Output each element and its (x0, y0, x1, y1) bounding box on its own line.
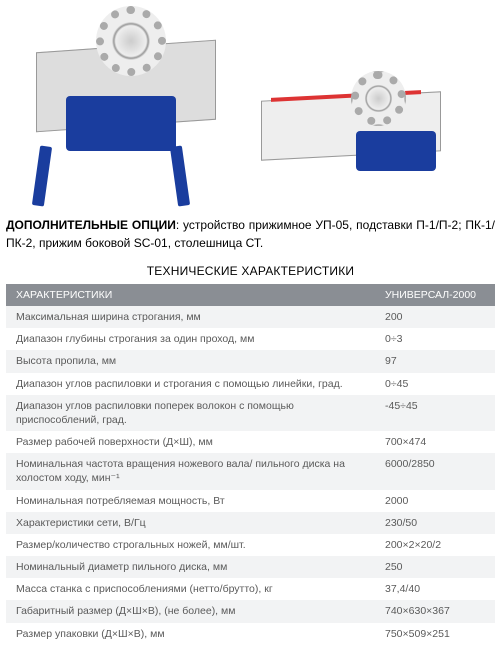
spec-label: Номинальный диаметр пильного диска, мм (6, 556, 375, 578)
table-header-row: ХАРАКТЕРИСТИКИ УНИВЕРСАЛ-2000 (6, 284, 495, 306)
table-row: Номинальный диаметр пильного диска, мм25… (6, 556, 495, 578)
spec-label: Размер/количество строгальных ножей, мм/… (6, 534, 375, 556)
spec-label: Габаритный размер (Д×Ш×В), (не более), м… (6, 600, 375, 622)
spec-label: Диапазон углов распиловки и строгания с … (6, 373, 375, 395)
spec-value: 2000 (375, 490, 495, 512)
spec-value: 250 (375, 556, 495, 578)
options-label: ДОПОЛНИТЕЛЬНЫЕ ОПЦИИ (6, 218, 176, 232)
spec-label: Номинальная частота вращения ножевого ва… (6, 453, 375, 489)
spec-value: 0÷3 (375, 328, 495, 350)
spec-label: Масса станка с приспособлениями (нетто/б… (6, 578, 375, 600)
table-row: Размер рабочей поверхности (Д×Ш), мм700×… (6, 431, 495, 453)
spec-label: Номинальная потребляемая мощность, Вт (6, 490, 375, 512)
header-col-model: УНИВЕРСАЛ-2000 (375, 284, 495, 306)
table-row: Номинальная потребляемая мощность, Вт200… (6, 490, 495, 512)
table-row: Характеристики сети, В/Гц230/50 (6, 512, 495, 534)
spec-label: Размер упаковки (Д×Ш×В), мм (6, 623, 375, 645)
product-image-left (6, 6, 236, 206)
table-row: Максимальная ширина строгания, мм200 (6, 306, 495, 328)
spec-label: Характеристики сети, В/Гц (6, 512, 375, 534)
spec-label: Размер рабочей поверхности (Д×Ш), мм (6, 431, 375, 453)
saw-blade-icon (351, 71, 406, 126)
table-row: Габаритный размер (Д×Ш×В), (не более), м… (6, 600, 495, 622)
product-images-row (6, 6, 495, 206)
spec-value: 6000/2850 (375, 453, 495, 489)
spec-value: -45÷45 (375, 395, 495, 431)
additional-options-text: ДОПОЛНИТЕЛЬНЫЕ ОПЦИИ: устройство прижимн… (6, 216, 495, 252)
spec-label: Диапазон углов распиловки поперек волоко… (6, 395, 375, 431)
table-row: Размер упаковки (Д×Ш×В), мм750×509×251 (6, 623, 495, 645)
table-row: Масса станка с приспособлениями (нетто/б… (6, 578, 495, 600)
spec-value: 200 (375, 306, 495, 328)
saw-stand-legs (26, 146, 206, 206)
spec-label: Диапазон глубины строгания за один прохо… (6, 328, 375, 350)
table-row: Диапазон углов распиловки поперек волоко… (6, 395, 495, 431)
table-row: Высота пропила, мм97 (6, 350, 495, 372)
table-row: Размер/количество строгальных ножей, мм/… (6, 534, 495, 556)
specifications-table: ХАРАКТЕРИСТИКИ УНИВЕРСАЛ-2000 Максимальн… (6, 284, 495, 645)
spec-value: 230/50 (375, 512, 495, 534)
spec-label: Максимальная ширина строгания, мм (6, 306, 375, 328)
table-row: Диапазон углов распиловки и строгания с … (6, 373, 495, 395)
spec-value: 750×509×251 (375, 623, 495, 645)
spec-value: 0÷45 (375, 373, 495, 395)
product-image-right (256, 66, 456, 186)
spec-value: 700×474 (375, 431, 495, 453)
spec-label: Высота пропила, мм (6, 350, 375, 372)
saw-motor-body (356, 131, 436, 171)
saw-blade-icon (96, 6, 166, 76)
saw-motor-body (66, 96, 176, 151)
spec-value: 37,4/40 (375, 578, 495, 600)
table-row: Диапазон глубины строгания за один прохо… (6, 328, 495, 350)
spec-value: 200×2×20/2 (375, 534, 495, 556)
spec-value: 97 (375, 350, 495, 372)
table-row: Номинальная частота вращения ножевого ва… (6, 453, 495, 489)
header-col-characteristics: ХАРАКТЕРИСТИКИ (6, 284, 375, 306)
spec-value: 740×630×367 (375, 600, 495, 622)
specifications-title: ТЕХНИЧЕСКИЕ ХАРАКТЕРИСТИКИ (6, 264, 495, 278)
